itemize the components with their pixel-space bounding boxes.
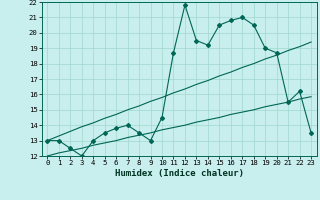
X-axis label: Humidex (Indice chaleur): Humidex (Indice chaleur) bbox=[115, 169, 244, 178]
